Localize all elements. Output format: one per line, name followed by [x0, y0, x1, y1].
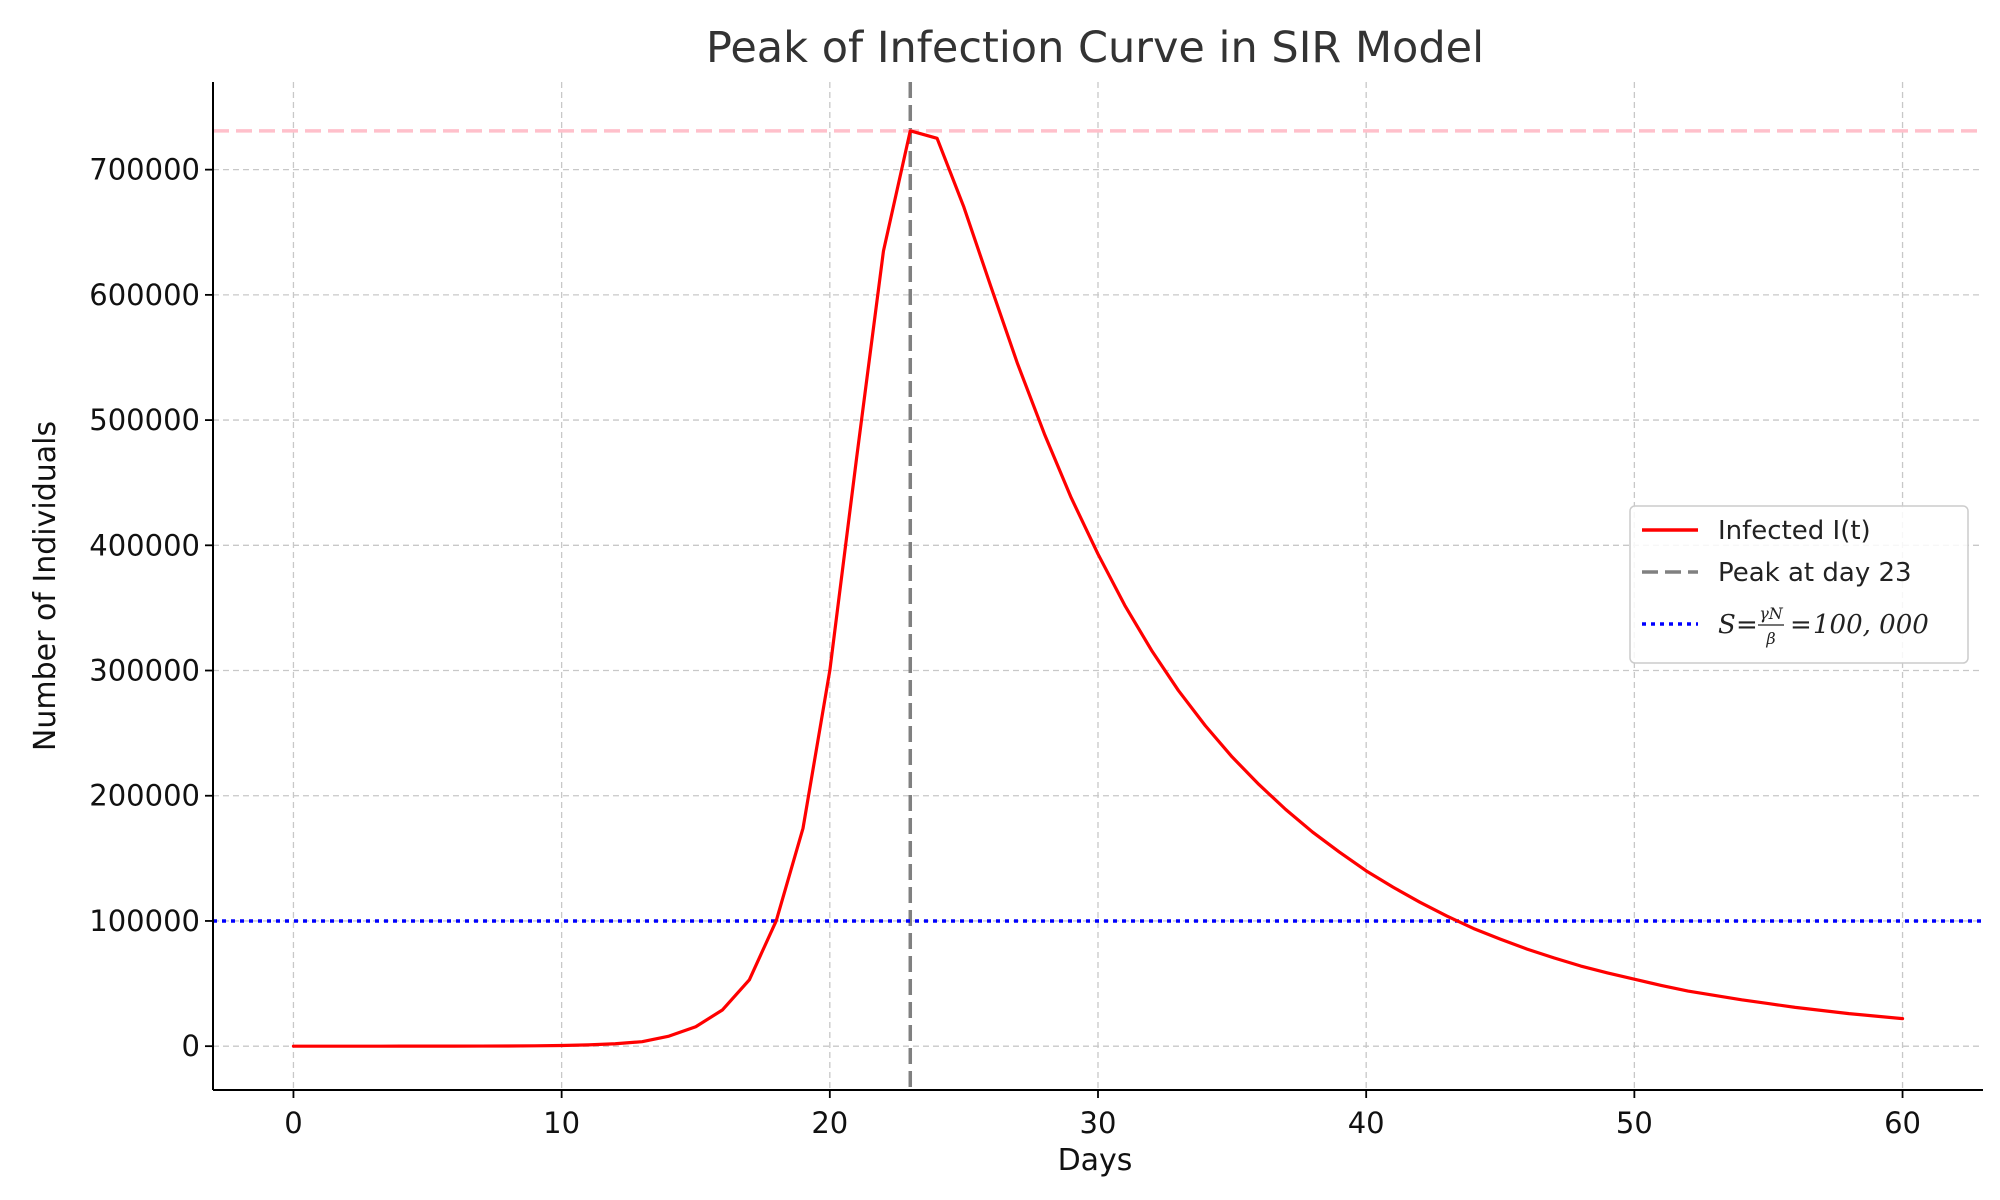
- grid-lines: [213, 82, 1983, 1090]
- legend-label-2-den: β: [1765, 629, 1775, 648]
- legend-label-2-lhs: S: [1718, 610, 1736, 640]
- series-group: [291, 129, 1905, 1048]
- legend-label-2-eq2: =: [1790, 610, 1812, 640]
- reference-lines: [213, 82, 1983, 1090]
- x-axis-label: Days: [1058, 1143, 1133, 1178]
- x-tick-label-60: 60: [1884, 1106, 1921, 1140]
- y-tick-label-400000: 400000: [89, 528, 200, 562]
- y-tick-label-500000: 500000: [89, 403, 200, 437]
- x-tick-label-50: 50: [1616, 1106, 1653, 1140]
- x-tick-label-20: 20: [811, 1106, 848, 1140]
- legend-box: [1629, 505, 1969, 664]
- x-tick-label-40: 40: [1348, 1106, 1385, 1140]
- y-tick-label-100000: 100000: [89, 904, 200, 938]
- legend-label-2-eq1: =: [1736, 610, 1758, 640]
- legend-label-2-rhs: 100, 000: [1813, 610, 1929, 640]
- y-tick-label-600000: 600000: [89, 278, 200, 312]
- legend-label-0: Infected I(t): [1718, 516, 1871, 546]
- tick-labels: 0 10 20 30 40 50 60 0 100000 200000 300000 400000 50…: [89, 153, 1921, 1140]
- legend-label-2-num: γN: [1759, 604, 1784, 623]
- y-tick-label-300000: 300000: [89, 654, 200, 688]
- y-tick-label-0: 0: [182, 1029, 200, 1063]
- y-tick-label-200000: 200000: [89, 779, 200, 813]
- y-tick-label-700000: 700000: [89, 153, 200, 187]
- y-axis-label: Number of Individuals: [28, 421, 63, 751]
- x-tick-label-0: 0: [284, 1106, 302, 1140]
- x-tick-label-30: 30: [1080, 1106, 1117, 1140]
- legend-label-1: Peak at day 23: [1718, 558, 1912, 588]
- legend: Infected I(t)Peak at day 23S = γNβ = 100, 00…: [1629, 505, 1969, 664]
- x-tick-label-10: 10: [543, 1106, 580, 1140]
- series-line-infected-0: [291, 129, 1905, 1048]
- chart-title: Peak of Infection Curve in SIR Model: [706, 23, 1484, 73]
